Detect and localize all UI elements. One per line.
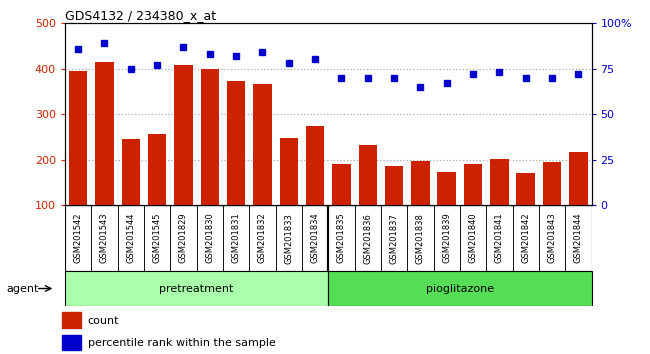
Bar	[174, 65, 192, 205]
Bar	[306, 126, 324, 205]
Bar	[464, 164, 482, 205]
Text: GSM201837: GSM201837	[389, 213, 398, 263]
Text: GSM201543: GSM201543	[100, 213, 109, 263]
Text: GSM201829: GSM201829	[179, 213, 188, 263]
Text: GSM201838: GSM201838	[416, 213, 425, 263]
Text: GSM201841: GSM201841	[495, 213, 504, 263]
Text: GSM201542: GSM201542	[73, 213, 83, 263]
Bar	[359, 145, 377, 205]
Bar	[227, 81, 245, 205]
Text: GSM201842: GSM201842	[521, 213, 530, 263]
Text: GSM201833: GSM201833	[284, 213, 293, 263]
Text: GSM201831: GSM201831	[231, 213, 240, 263]
Bar	[122, 139, 140, 205]
Text: percentile rank within the sample: percentile rank within the sample	[88, 338, 276, 348]
Bar	[411, 161, 430, 205]
Bar	[328, 271, 592, 306]
Bar	[385, 166, 403, 205]
Text: GDS4132 / 234380_x_at: GDS4132 / 234380_x_at	[65, 9, 216, 22]
Text: GSM201840: GSM201840	[469, 213, 478, 263]
Bar	[280, 138, 298, 205]
Text: pretreatment: pretreatment	[159, 284, 234, 293]
Bar	[437, 172, 456, 205]
Bar	[69, 71, 87, 205]
Bar	[62, 313, 81, 328]
Bar	[517, 172, 535, 205]
Bar	[543, 162, 561, 205]
Bar	[65, 271, 328, 306]
Bar	[490, 159, 508, 205]
Bar	[148, 134, 166, 205]
Bar	[96, 62, 114, 205]
Text: GSM201830: GSM201830	[205, 213, 214, 263]
Text: GSM201544: GSM201544	[126, 213, 135, 263]
Text: GSM201835: GSM201835	[337, 213, 346, 263]
Text: GSM201832: GSM201832	[258, 213, 267, 263]
Text: count: count	[88, 315, 119, 326]
Text: GSM201545: GSM201545	[153, 213, 162, 263]
Bar	[332, 164, 350, 205]
Bar	[62, 335, 81, 350]
Text: GSM201834: GSM201834	[311, 213, 320, 263]
Text: agent: agent	[6, 284, 39, 293]
Text: GSM201843: GSM201843	[547, 213, 556, 263]
Bar	[254, 84, 272, 205]
Text: GSM201839: GSM201839	[442, 213, 451, 263]
Bar	[201, 69, 219, 205]
Text: GSM201836: GSM201836	[363, 213, 372, 263]
Text: pioglitazone: pioglitazone	[426, 284, 494, 293]
Text: GSM201844: GSM201844	[574, 213, 583, 263]
Bar	[569, 152, 588, 205]
